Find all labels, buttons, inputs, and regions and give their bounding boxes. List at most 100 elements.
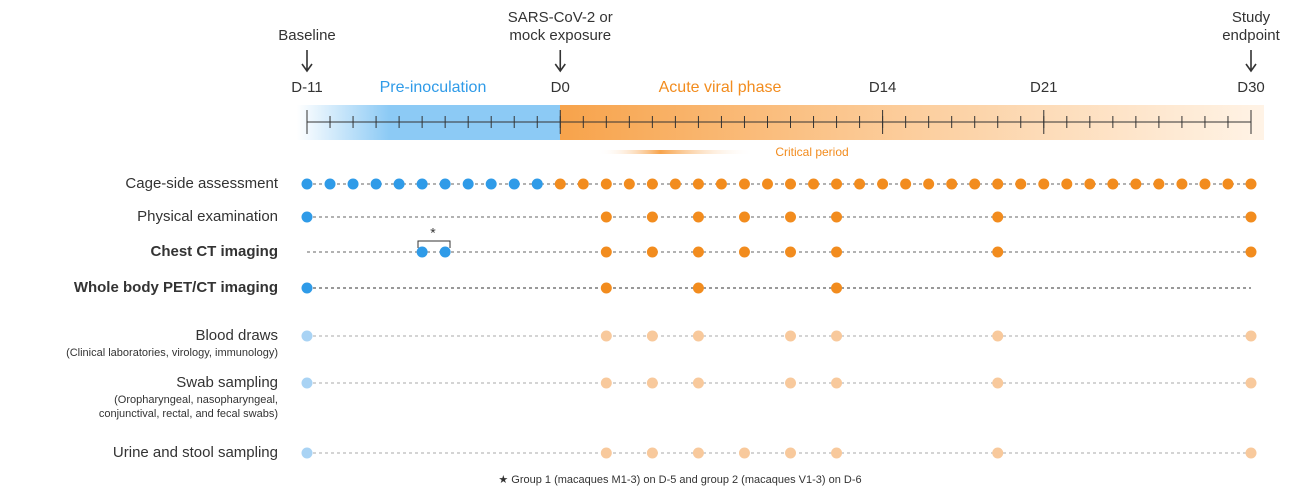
sample-dot [301, 282, 313, 294]
sample-dot [992, 246, 1004, 258]
row-label: Blood draws [195, 327, 278, 344]
sample-dot [301, 178, 313, 190]
sample-dot [785, 246, 797, 258]
sample-dot [854, 178, 866, 190]
tick-label: D0 [551, 79, 570, 96]
sample-dot [785, 377, 797, 389]
sample-dot [715, 178, 727, 190]
row-sublabel: (Oropharyngeal, nasopharyngeal, [114, 394, 278, 406]
sample-dot [761, 178, 773, 190]
row-label: Chest CT imaging [150, 243, 278, 260]
row-label: Whole body PET/CT imaging [74, 279, 278, 296]
sample-dot [969, 178, 981, 190]
sample-dot [900, 178, 912, 190]
row-label: Cage-side assessment [125, 175, 278, 192]
sample-dot [623, 178, 635, 190]
sample-dot [370, 178, 382, 190]
sample-dot [1199, 178, 1211, 190]
sample-dot [600, 246, 612, 258]
sample-dot [1061, 178, 1073, 190]
sample-dot [692, 178, 704, 190]
event-arrow [1245, 50, 1257, 73]
sample-dot [738, 246, 750, 258]
row-label: Physical examination [137, 208, 278, 225]
sample-dot [738, 447, 750, 459]
sample-dot [600, 282, 612, 294]
sample-dot [831, 377, 843, 389]
event-label: Study [1232, 9, 1271, 26]
sample-dot [1084, 178, 1096, 190]
sample-dot [1130, 178, 1142, 190]
tick-label: D14 [869, 79, 897, 96]
sample-dot [347, 178, 359, 190]
sample-dot [531, 178, 543, 190]
sample-dot [692, 447, 704, 459]
sample-dot [1222, 178, 1234, 190]
row-label: Urine and stool sampling [113, 444, 278, 461]
sample-dot [692, 330, 704, 342]
sample-dot [646, 211, 658, 223]
sample-dot [831, 178, 843, 190]
event-label: mock exposure [509, 27, 611, 44]
sample-dot [416, 246, 428, 258]
sample-dot [646, 330, 658, 342]
phase-label: Critical period [775, 145, 848, 159]
sample-dot [692, 246, 704, 258]
sample-dot [692, 211, 704, 223]
sample-dot [923, 178, 935, 190]
phase-label: Acute viral phase [659, 79, 782, 96]
sample-dot [600, 330, 612, 342]
sample-dot [738, 211, 750, 223]
sample-dot [831, 282, 843, 294]
sample-dot [831, 246, 843, 258]
sample-dot [831, 330, 843, 342]
sample-dot [600, 377, 612, 389]
sample-dot [692, 282, 704, 294]
sample-dot [600, 447, 612, 459]
sample-dot [600, 178, 612, 190]
tick-label: D-11 [291, 79, 322, 96]
sample-dot [1245, 377, 1257, 389]
tick-label: D30 [1237, 79, 1265, 96]
sample-dot [992, 211, 1004, 223]
sample-dot [301, 447, 313, 459]
sample-dot [600, 211, 612, 223]
sample-dot [785, 330, 797, 342]
row-sublabel: (Clinical laboratories, virology, immuno… [66, 347, 278, 359]
event-label: SARS-CoV-2 or [508, 9, 613, 26]
footnote: ★ Group 1 (macaques M1-3) on D-5 and gro… [498, 474, 861, 486]
star: * [430, 225, 436, 241]
critical-bar [598, 150, 754, 154]
sample-dot [646, 377, 658, 389]
sample-dot [1153, 178, 1165, 190]
sample-dot [785, 178, 797, 190]
event-label: endpoint [1222, 27, 1280, 44]
sample-dot [577, 178, 589, 190]
sample-dot [462, 178, 474, 190]
sample-dot [992, 447, 1004, 459]
sample-dot [992, 377, 1004, 389]
sample-dot [646, 447, 658, 459]
sample-dot [554, 178, 566, 190]
sample-dot [301, 330, 313, 342]
sample-dot [808, 178, 820, 190]
phase-label: Pre-inoculation [380, 79, 487, 96]
sample-dot [831, 211, 843, 223]
sample-dot [485, 178, 497, 190]
sample-dot [831, 447, 843, 459]
sample-dot [1245, 211, 1257, 223]
sample-dot [439, 246, 451, 258]
sample-dot [393, 178, 405, 190]
sample-dot [1245, 447, 1257, 459]
sample-dot [1038, 178, 1050, 190]
sample-dot [1176, 178, 1188, 190]
sample-dot [1245, 330, 1257, 342]
sample-dot [508, 178, 520, 190]
tick-label: D21 [1030, 79, 1058, 96]
sample-dot [785, 211, 797, 223]
sample-dot [646, 178, 658, 190]
sample-dot [1015, 178, 1027, 190]
sample-dot [785, 447, 797, 459]
sample-dot [669, 178, 681, 190]
